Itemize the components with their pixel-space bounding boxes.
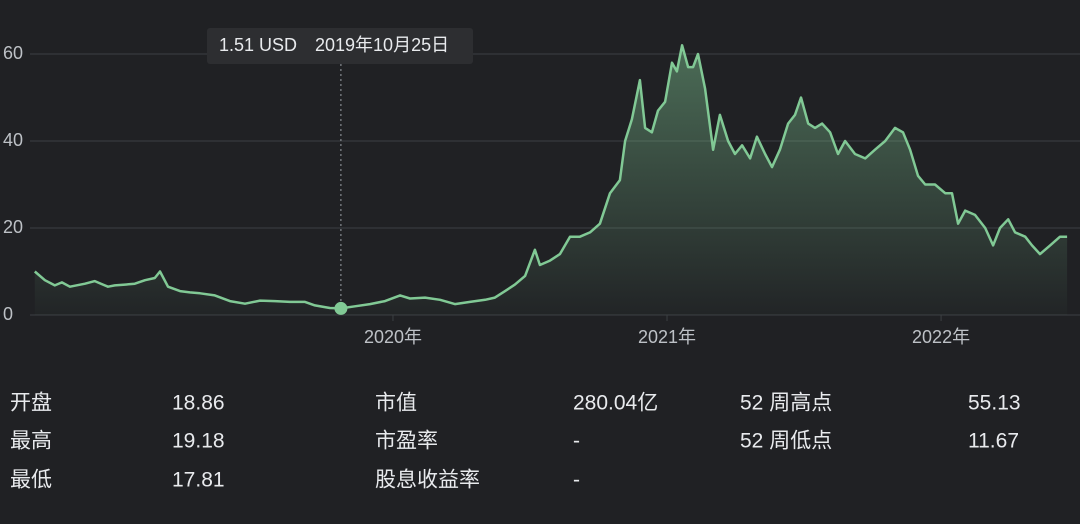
stat-value: 18.86 xyxy=(172,392,225,415)
stat-label: 开盘 xyxy=(10,392,52,415)
x-tick-label: 2021年 xyxy=(638,327,696,347)
stat-value: 55.13 xyxy=(968,392,1021,415)
x-tick-label: 2020年 xyxy=(364,327,422,347)
stat-value: 11.67 xyxy=(968,430,1019,453)
tooltip-price: 1.51 USD xyxy=(219,35,297,55)
stat-label: 52 周高点 xyxy=(740,392,832,415)
y-tick-label: 40 xyxy=(3,130,23,150)
stat-label: 市值 xyxy=(375,392,417,415)
stat-label: 最低 xyxy=(10,469,52,492)
stat-value: 19.18 xyxy=(172,430,225,453)
stat-value: 17.81 xyxy=(172,469,225,492)
plot xyxy=(33,44,1068,316)
stat-value: - xyxy=(573,430,580,453)
tooltip: 1.51 USD 2019年10月25日 xyxy=(207,28,473,315)
price-line xyxy=(33,44,1068,310)
tooltip-point xyxy=(334,301,348,315)
stat-label: 最高 xyxy=(10,430,52,453)
stat-label: 52 周低点 xyxy=(740,430,832,453)
stat-value: - xyxy=(573,469,580,492)
y-tick-label: 60 xyxy=(3,43,23,63)
x-tick-label: 2022年 xyxy=(912,327,970,347)
y-tick-label: 0 xyxy=(3,304,13,324)
y-tick-label: 20 xyxy=(3,217,23,237)
stat-value: 280.04亿 xyxy=(573,392,658,415)
area xyxy=(34,45,1068,316)
tooltip-date: 2019年10月25日 xyxy=(315,35,449,55)
tooltip-box xyxy=(207,28,473,64)
stat-label: 市盈率 xyxy=(375,430,438,453)
stat-label: 股息收益率 xyxy=(375,469,480,492)
